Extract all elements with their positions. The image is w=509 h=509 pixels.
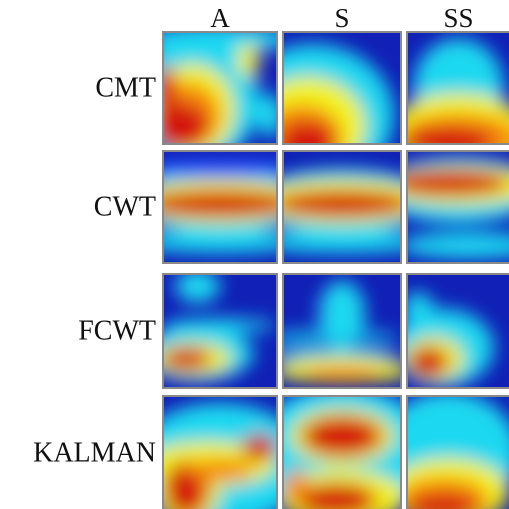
figure: ASSSCMTCWTFCWTKALMAN [0, 0, 509, 509]
row-label: CWT [94, 191, 156, 222]
blob [186, 459, 253, 481]
blob [237, 44, 259, 77]
heatmap [388, 33, 509, 171]
blob [284, 470, 307, 504]
blob [261, 331, 400, 342]
blob [164, 319, 276, 332]
blob [257, 94, 284, 138]
blob [388, 170, 509, 196]
blob [408, 347, 448, 378]
row-label: KALMAN [33, 437, 156, 468]
blob [242, 434, 276, 461]
column-label: A [210, 3, 230, 33]
blob [301, 416, 382, 456]
blob [301, 366, 382, 382]
row-label: CMT [95, 72, 156, 103]
column-label: SS [443, 3, 473, 33]
heatmap [393, 275, 509, 387]
row-label: FCWT [78, 315, 156, 346]
column-label: S [334, 3, 349, 33]
heatmap [142, 269, 276, 387]
blob [142, 191, 299, 217]
blob [272, 191, 411, 217]
blob [142, 160, 299, 178]
blob [162, 348, 211, 370]
